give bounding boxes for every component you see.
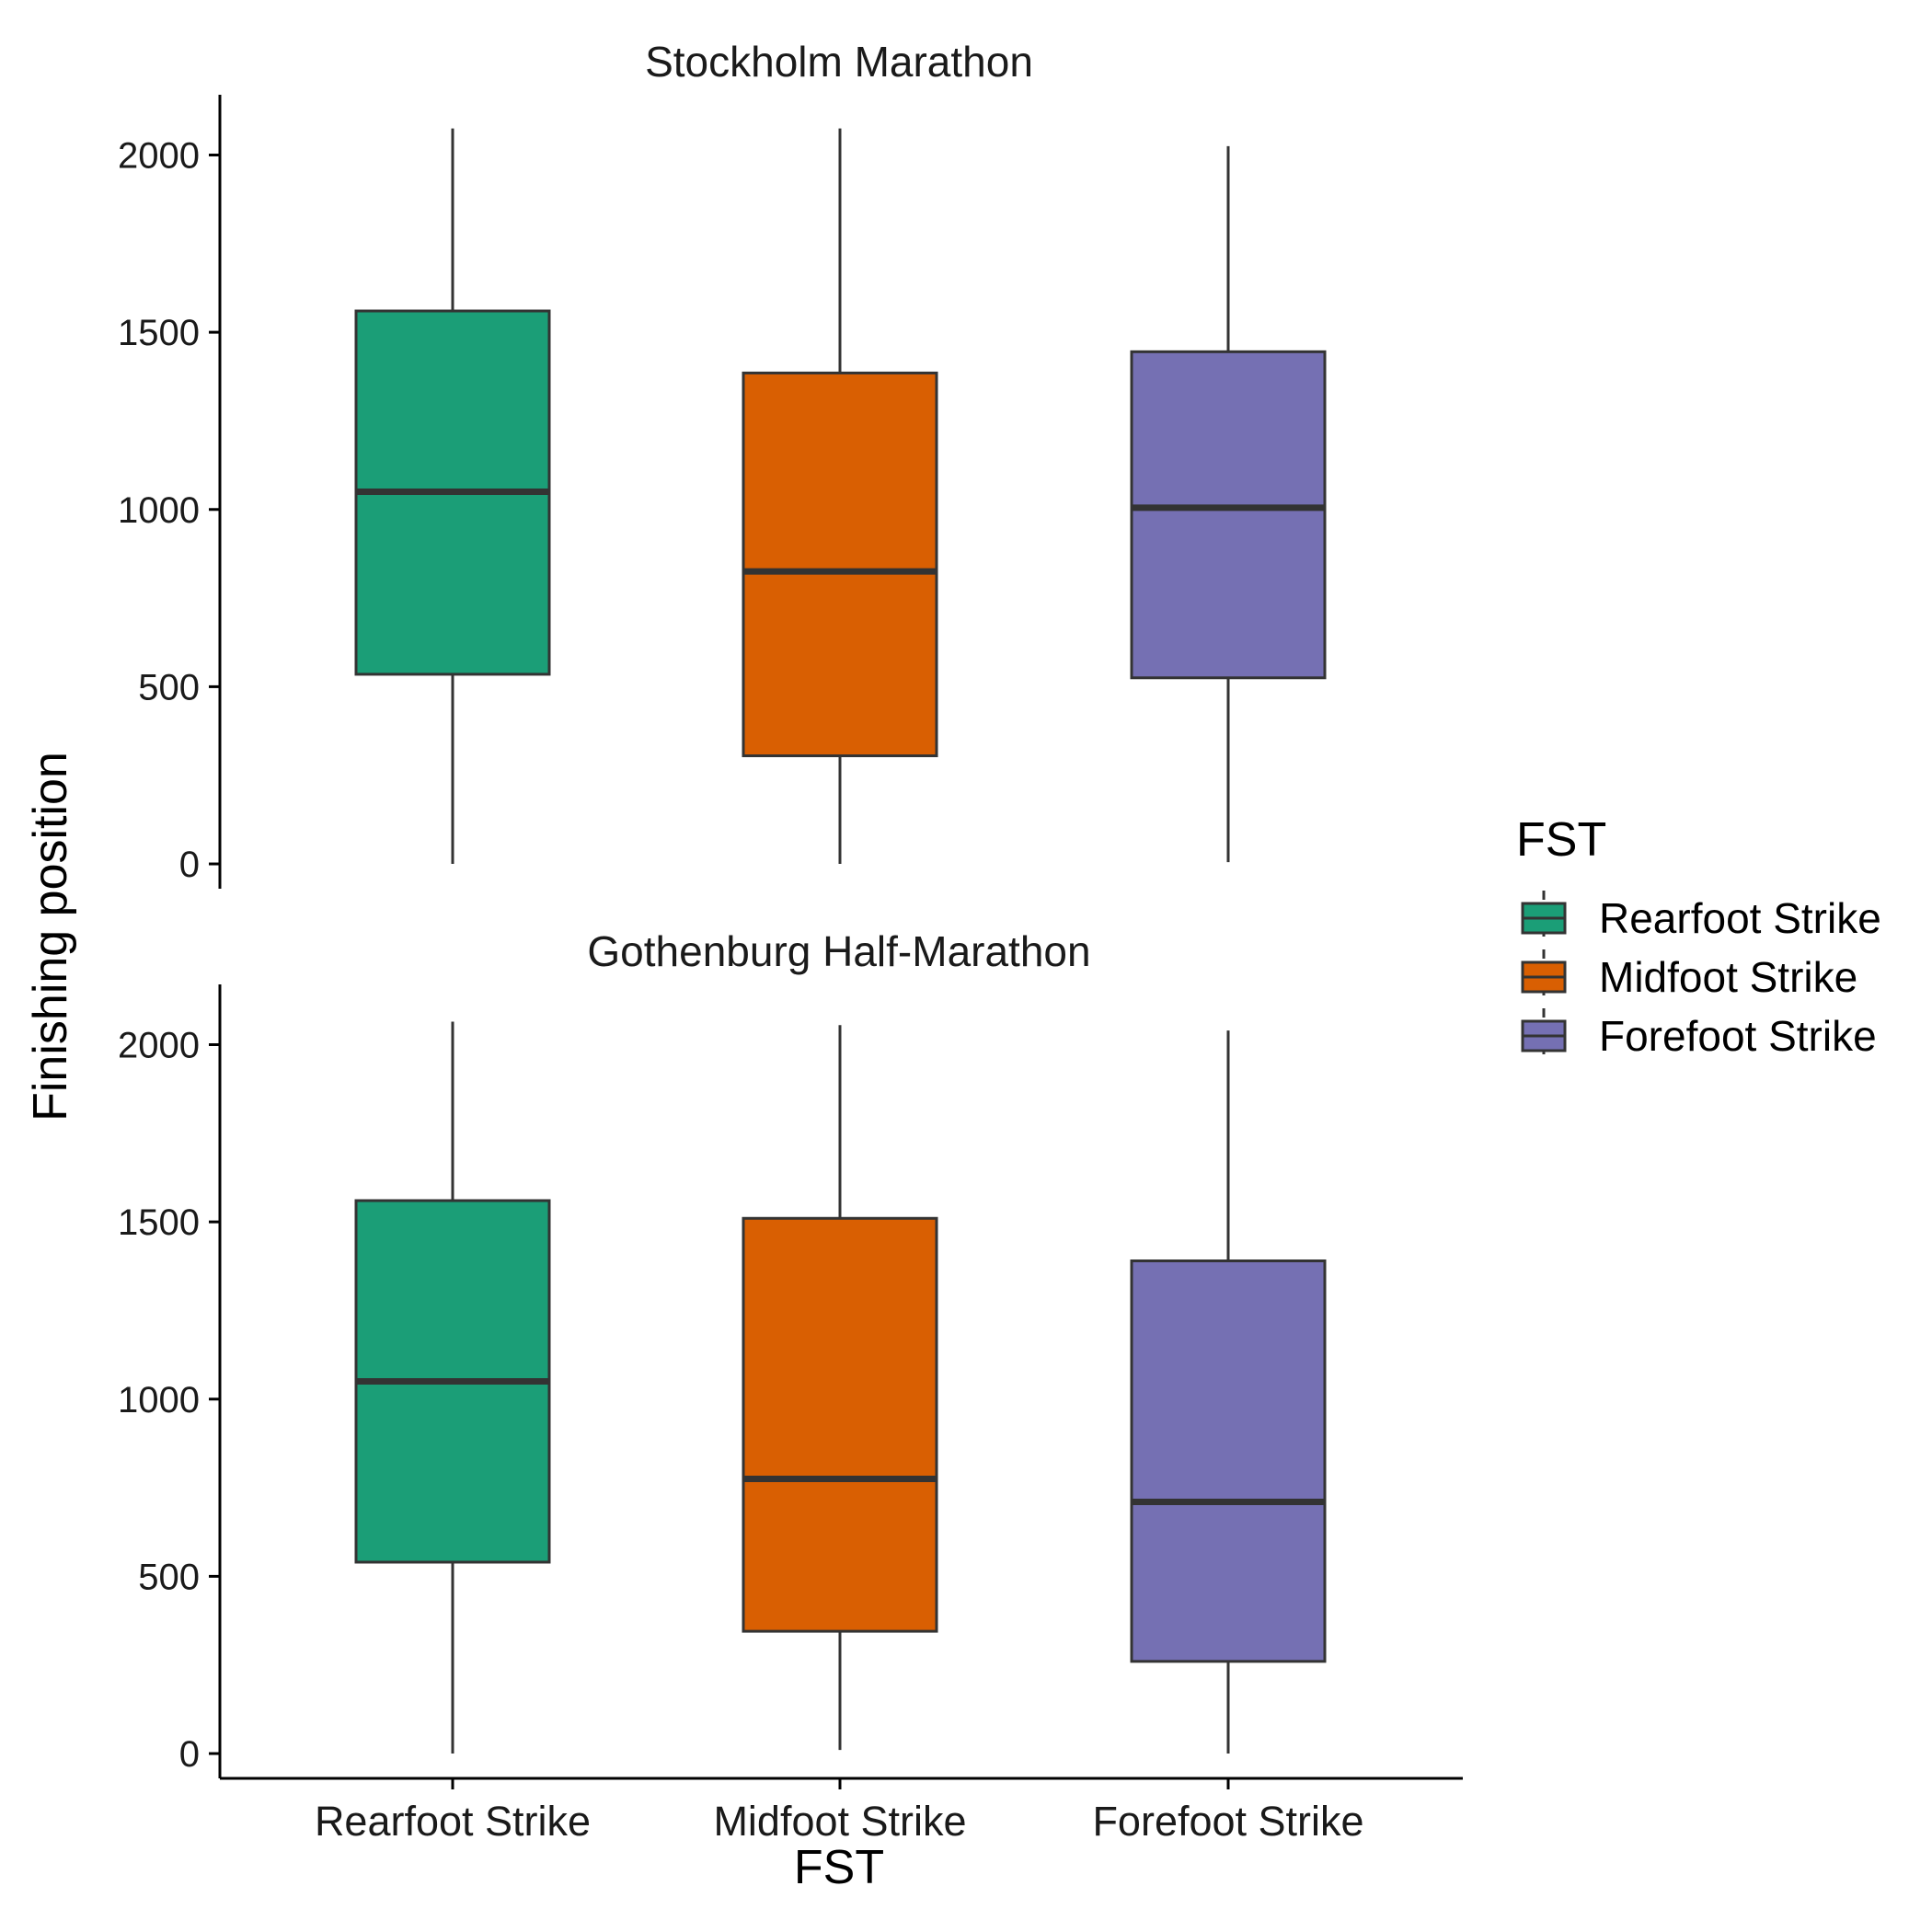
legend: FST Rearfoot Strike Midfoot Strike Forefoo… [1516,813,1881,1064]
legend-entries: Rearfoot Strike Midfoot Strike Forefoot St… [1521,891,1881,1064]
box-body [742,371,938,758]
legend-entry: Midfoot Strike [1521,949,1857,1005]
box-1 [354,128,551,865]
y-tick-label: 0 [179,1734,200,1775]
y-tick-label: 1500 [118,1202,200,1243]
x-tick-label: Rearfoot Strike [315,1798,591,1845]
legend-label: Forefoot Strike [1599,1012,1877,1060]
legend-entry: Forefoot Strike [1521,1008,1877,1064]
panel-title: Stockholm Marathon [645,38,1033,86]
box-3 [1130,145,1327,863]
legend-title: FST [1516,813,1606,867]
box-body [1130,1259,1327,1663]
box-3 [1130,1030,1327,1754]
x-axis-title: FST [794,1841,884,1894]
y-tick-label: 1000 [118,490,200,531]
panel-title: Gothenburg Half-Marathon [587,927,1090,975]
box-body [742,1216,938,1633]
x-tick-label: Forefoot Strike [1092,1798,1363,1845]
y-tick-label: 2000 [118,135,200,176]
legend-label: Midfoot Strike [1599,953,1857,1001]
box-body [1130,350,1327,680]
y-tick-label: 0 [179,845,200,885]
y-tick-label: 500 [138,667,200,707]
panel-1: Stockholm Marathon 0 500 1000 1500 2000 [118,38,1327,889]
legend-label: Rearfoot Strike [1599,894,1881,942]
y-tick-label: 2000 [118,1025,200,1065]
legend-entry: Rearfoot Strike [1521,891,1881,946]
y-tick-label: 1000 [118,1380,200,1420]
y-tick-label: 1500 [118,313,200,353]
x-tick-label: Midfoot Strike [713,1798,966,1845]
box-1 [354,1021,551,1754]
y-tick-label: 500 [138,1557,200,1597]
box-2 [742,128,938,865]
box-2 [742,1025,938,1751]
panel-2: Gothenburg Half-Marathon 0 500 1000 1500 2000… [118,927,1463,1845]
y-axis-title: Finishing position [24,752,77,1121]
panels-layer: Stockholm Marathon0500100015002000Gothen… [118,38,1463,1845]
